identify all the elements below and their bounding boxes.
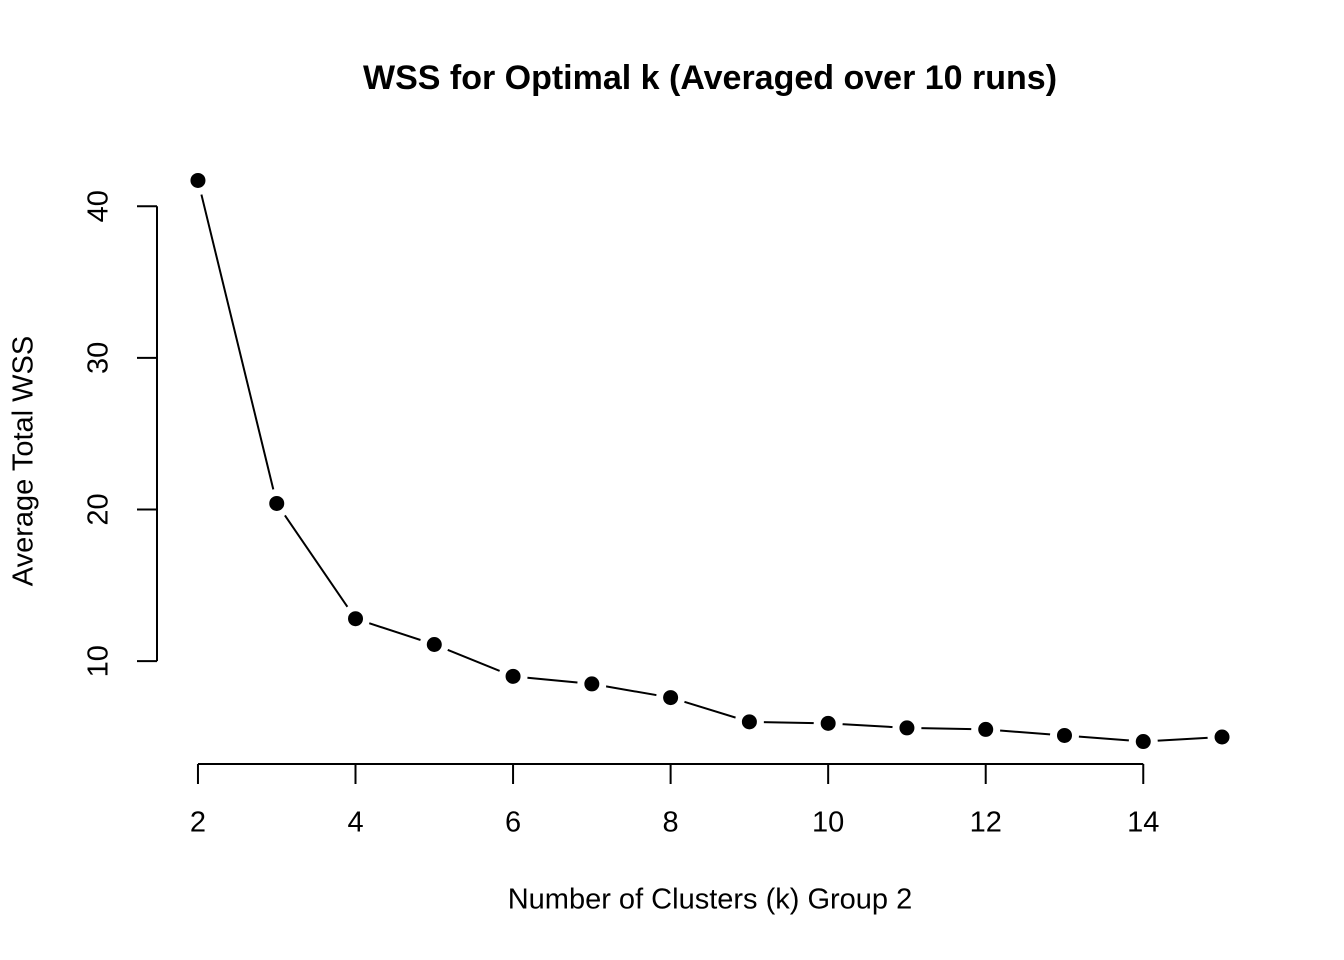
point [813,708,843,738]
point [892,713,922,743]
point [419,629,449,659]
line [196,180,1223,743]
point [1049,720,1079,750]
x-tick-label: 4 [347,807,363,839]
point [971,714,1001,744]
y-axis-label: Average Total WSS [8,336,40,586]
x-tick-label: 12 [970,807,1002,839]
chart-title: WSS for Optimal k (Averaged over 10 runs… [363,59,1057,97]
point [341,604,371,634]
y-tick-label: 10 [83,645,115,677]
x-tick-label: 8 [663,807,679,839]
x-axis-label: Number of Clusters (k) Group 2 [508,884,913,916]
point [1207,722,1237,752]
x-tick-label: 10 [812,807,844,839]
point [262,488,292,518]
point [734,707,764,737]
point [183,165,213,195]
point [498,661,528,691]
y-tick-label: 30 [83,342,115,374]
point [656,683,686,713]
y-tick-label: 40 [83,190,115,222]
x-tick-label: 6 [505,807,521,839]
x-tick-label: 14 [1127,807,1159,839]
x-tick-label: 2 [190,807,206,839]
point [577,669,607,699]
point [1128,727,1158,757]
y-tick-label: 20 [83,493,115,525]
